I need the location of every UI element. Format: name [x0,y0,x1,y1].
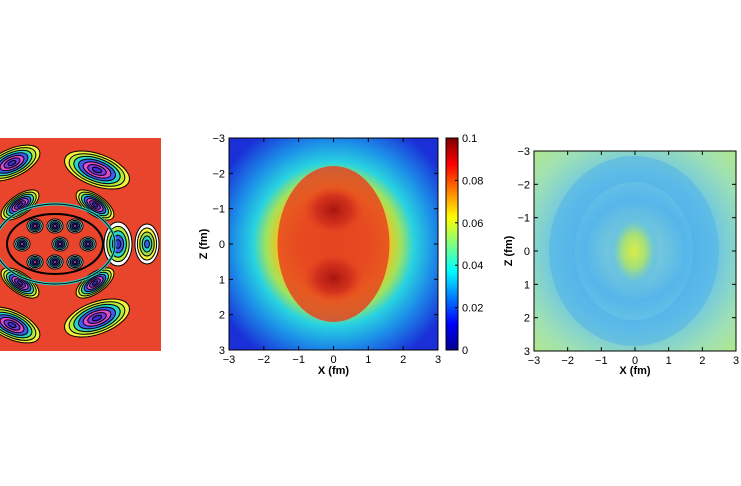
left-contour-panel [0,138,161,351]
right-ring [549,156,719,346]
x-tick-label: 2 [699,355,705,367]
y-tick-label: −1 [212,204,225,216]
y-tick-label: −2 [212,168,225,180]
x-tick-label: −1 [292,354,305,366]
y-tick-label: 0 [524,246,530,258]
x-tick-label: −3 [528,355,541,367]
y-tick-label: 2 [524,313,530,325]
y-tick-label: −1 [517,213,530,225]
contour-band [144,239,150,249]
contour-band [52,260,58,264]
contour-band [72,260,78,264]
x-tick-label: 0 [330,354,336,366]
contour-band [19,242,25,246]
middle-peak-top [303,186,364,234]
colorbar-ticks: 0 0.02 0.04 0.06 0.08 0.1 [455,133,483,357]
y-tick-label: −3 [517,146,530,158]
right-core [608,213,660,289]
contour-band [91,314,103,322]
colorbar-tick-label: 0.1 [462,133,477,145]
y-tick-label: 3 [524,346,530,358]
contour-band [72,224,78,228]
x-tick-label: 0 [632,355,638,367]
x-tick-label: 1 [666,355,672,367]
left-contour-lobes [0,144,160,344]
contour-band [7,159,17,167]
middle-peak-bottom [303,254,364,302]
colorbar-tick-label: 0 [462,345,468,357]
right-xlabel: X (fm) [619,365,651,377]
contour-band [91,202,99,208]
contour-band [32,224,38,228]
y-tick-label: 2 [219,310,225,322]
contour-band [16,280,24,286]
colorbar-tick-label: 0.08 [462,175,483,187]
x-tick-label: 1 [365,354,371,366]
x-tick-label: 3 [733,355,739,367]
middle-xlabel: X (fm) [318,365,350,377]
y-tick-label: −2 [517,179,530,191]
contour-band [91,280,99,286]
contour-band [57,242,63,246]
contour-band [16,202,24,208]
y-tick-label: 1 [524,279,530,291]
contour-band [32,260,38,264]
x-tick-label: −3 [223,354,236,366]
colorbar [445,137,459,351]
y-tick-label: 0 [219,239,225,251]
right-ylabel: Z (fm) [503,235,515,266]
contour-band [85,242,91,246]
x-tick-label: 2 [400,354,406,366]
x-tick-label: −2 [561,355,574,367]
y-tick-label: 3 [219,345,225,357]
contour-band [52,224,58,228]
contour-band [7,321,17,329]
y-tick-label: 1 [219,274,225,286]
x-tick-label: −2 [258,354,271,366]
colorbar-tick-label: 0.02 [462,303,483,315]
contour-band [91,166,103,174]
contour-line [0,203,116,285]
contour-line [6,213,104,275]
x-tick-label: 3 [435,354,441,366]
colorbar-tick-label: 0.06 [462,218,483,230]
middle-ylabel: Z (fm) [198,228,210,259]
x-tick-label: −1 [595,355,608,367]
y-tick-label: −3 [212,133,225,145]
colorbar-tick-label: 0.04 [462,260,483,272]
